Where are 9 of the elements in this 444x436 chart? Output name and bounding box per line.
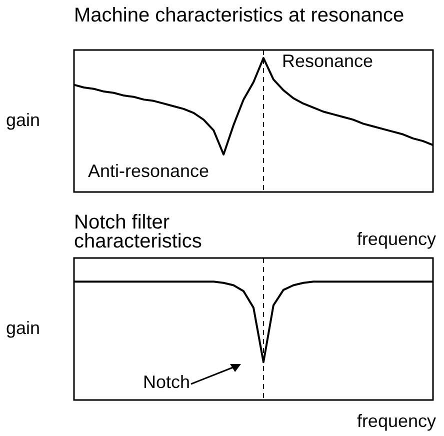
x-axis-title: frequency <box>356 228 436 249</box>
annotation: Anti-resonance <box>88 160 210 181</box>
chart-title: Machine characteristics at resonance <box>74 4 404 27</box>
annotation: Resonance <box>282 50 374 71</box>
x-axis-title: frequency <box>356 410 436 431</box>
annotation: Notch <box>143 372 190 392</box>
chart-title: Notch filter characteristics <box>74 212 202 253</box>
y-axis-title: gain <box>6 318 40 338</box>
y-axis-title: gain <box>6 110 40 130</box>
